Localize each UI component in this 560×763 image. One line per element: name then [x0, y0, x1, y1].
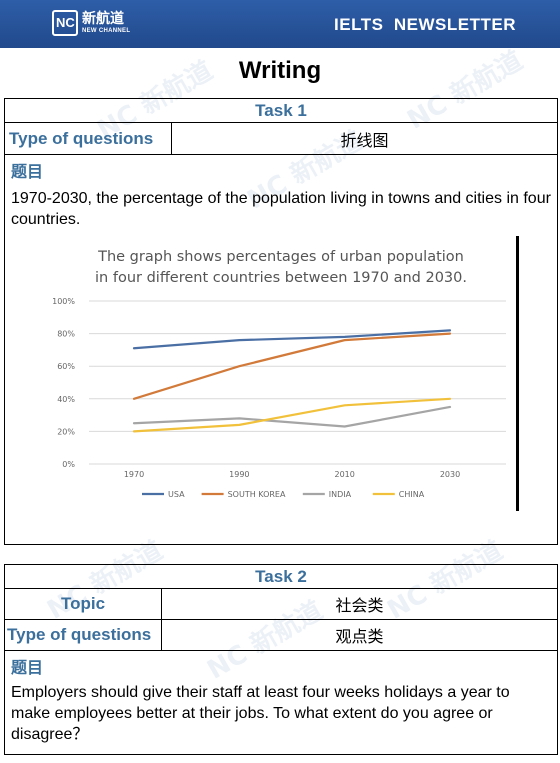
series-line-south-korea [132, 332, 452, 400]
chart-title-line: in four different countries between 1970… [95, 270, 467, 286]
task2-prompt: Employers should give their staff at lea… [11, 684, 510, 743]
task1-prompt: 1970-2030, the percentage of the populat… [11, 190, 551, 228]
legend-label: INDIA [329, 490, 352, 499]
chart-border [516, 236, 519, 511]
series-line-india [132, 405, 452, 428]
logo-en-text: NEW CHANNEL [82, 28, 131, 34]
task2-topic-value: 社会类 [161, 588, 558, 620]
y-tick-label: 100% [52, 297, 75, 306]
task2-type-value: 观点类 [161, 619, 558, 651]
y-tick-label: 20% [57, 427, 75, 436]
logo-cn-text: 新航道 [82, 11, 124, 27]
task2-prompt-cell: 题目 Employers should give their staff at … [4, 650, 558, 755]
task1-type-label: Type of questions [4, 122, 172, 155]
page-title: Writing [238, 57, 322, 84]
y-tick-label: 80% [57, 330, 75, 339]
logo-icon: NC [52, 10, 78, 36]
task2-type-label: Type of questions [4, 619, 162, 651]
legend-label: CHINA [399, 490, 425, 499]
line-chart: The graph shows percentages of urban pop… [44, 236, 518, 511]
task1-prompt-label: 题目 [11, 162, 44, 181]
task1-type-value: 折线图 [171, 122, 558, 155]
legend-label: SOUTH KOREA [228, 490, 286, 499]
x-tick-label: 2010 [334, 470, 354, 479]
task2-prompt-label: 题目 [11, 658, 44, 677]
logo-mark-text: NC [56, 15, 75, 30]
newsletter-title: IELTS NEWSLETTER [334, 15, 516, 34]
task2-table: Task 2 Topic 社会类 Type of questions 观点类 题… [4, 564, 558, 755]
legend-label: USA [168, 490, 185, 499]
chart-svg: The graph shows percentages of urban pop… [52, 249, 506, 499]
y-tick-label: 0% [62, 460, 75, 469]
chart-title-line: The graph shows percentages of urban pop… [97, 249, 464, 265]
logo: NC 新航道 NEW CHANNEL [52, 9, 130, 37]
task2-heading: Task 2 [4, 564, 558, 589]
series-line-china [132, 397, 452, 433]
header-banner: NC 新航道 NEW CHANNEL IELTS NEWSLETTER [0, 0, 560, 48]
x-tick-label: 2030 [440, 470, 460, 479]
x-tick-label: 1990 [229, 470, 249, 479]
task2-topic-label: Topic [4, 588, 162, 620]
task1-heading: Task 1 [4, 98, 558, 123]
x-tick-label: 1970 [124, 470, 144, 479]
y-tick-label: 60% [57, 362, 75, 371]
y-tick-label: 40% [57, 395, 75, 404]
series-line-usa [132, 329, 452, 350]
